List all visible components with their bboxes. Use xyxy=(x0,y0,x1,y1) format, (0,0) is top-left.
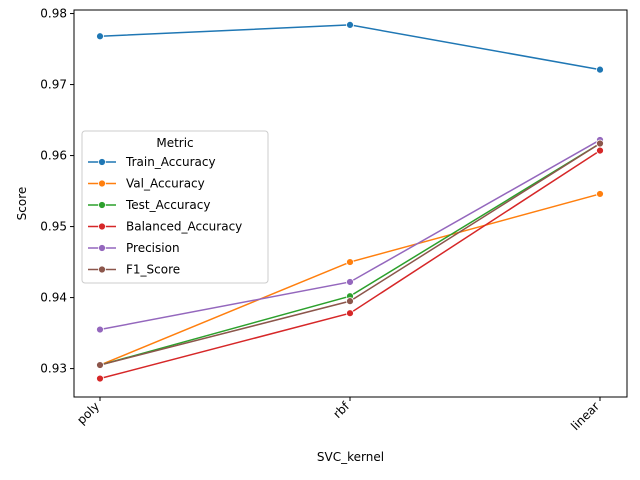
legend-box xyxy=(81,130,269,284)
legend-swatch-marker xyxy=(98,158,106,166)
x-tick-label: linear xyxy=(568,399,602,433)
legend-items: Train_Accuracy Val_Accuracy Test_Accuracy B… xyxy=(88,155,242,277)
legend-item-label: Test_Accuracy xyxy=(125,198,210,212)
data-point xyxy=(596,65,604,74)
legend-item-label: Balanced_Accuracy xyxy=(126,220,242,234)
data-point xyxy=(96,325,104,334)
data-point xyxy=(96,374,104,383)
x-tick-label: poly xyxy=(74,399,102,427)
y-tick-label: 0.98 xyxy=(40,7,67,21)
x-axis-ticks: poly rbf linear xyxy=(74,397,602,433)
series-line xyxy=(99,24,601,71)
legend-title: Metric xyxy=(156,136,193,150)
axes-frame xyxy=(73,9,628,398)
y-tick-label: 0.96 xyxy=(40,149,67,163)
legend: Metric Train_Accuracy Val_Accuracy Test_Ac… xyxy=(81,130,269,284)
legend-swatch-marker xyxy=(98,222,106,231)
legend-swatch-marker xyxy=(98,179,106,188)
data-point xyxy=(346,278,354,286)
data-point xyxy=(96,361,104,369)
x-tick-label: rbf xyxy=(330,399,352,421)
x-axis-label: SVC_kernel xyxy=(317,450,384,464)
y-axis-ticks: 0.93 0.94 0.95 0.96 0.97 0.98 xyxy=(40,7,74,376)
data-point xyxy=(346,21,354,29)
legend-item-label: Precision xyxy=(126,241,180,255)
data-point xyxy=(346,258,354,266)
data-point xyxy=(346,309,354,318)
legend-swatch-marker xyxy=(98,265,106,274)
legend-swatch-marker xyxy=(98,201,106,209)
y-tick-label: 0.93 xyxy=(40,362,67,376)
legend-item-label: F1_Score xyxy=(126,263,180,277)
y-tick-label: 0.97 xyxy=(40,78,67,92)
legend-item-label: Train_Accuracy xyxy=(125,155,216,169)
data-point xyxy=(96,32,104,41)
data-point xyxy=(596,190,604,198)
legend-swatch-marker xyxy=(98,244,106,252)
y-tick-label: 0.95 xyxy=(40,220,67,234)
data-point xyxy=(596,146,604,155)
series-layer xyxy=(96,21,604,383)
data-point xyxy=(346,297,354,306)
data-point xyxy=(596,139,604,148)
legend-item-label: Val_Accuracy xyxy=(126,177,205,191)
y-tick-label: 0.94 xyxy=(40,291,67,305)
y-axis-label: Score xyxy=(15,187,29,221)
